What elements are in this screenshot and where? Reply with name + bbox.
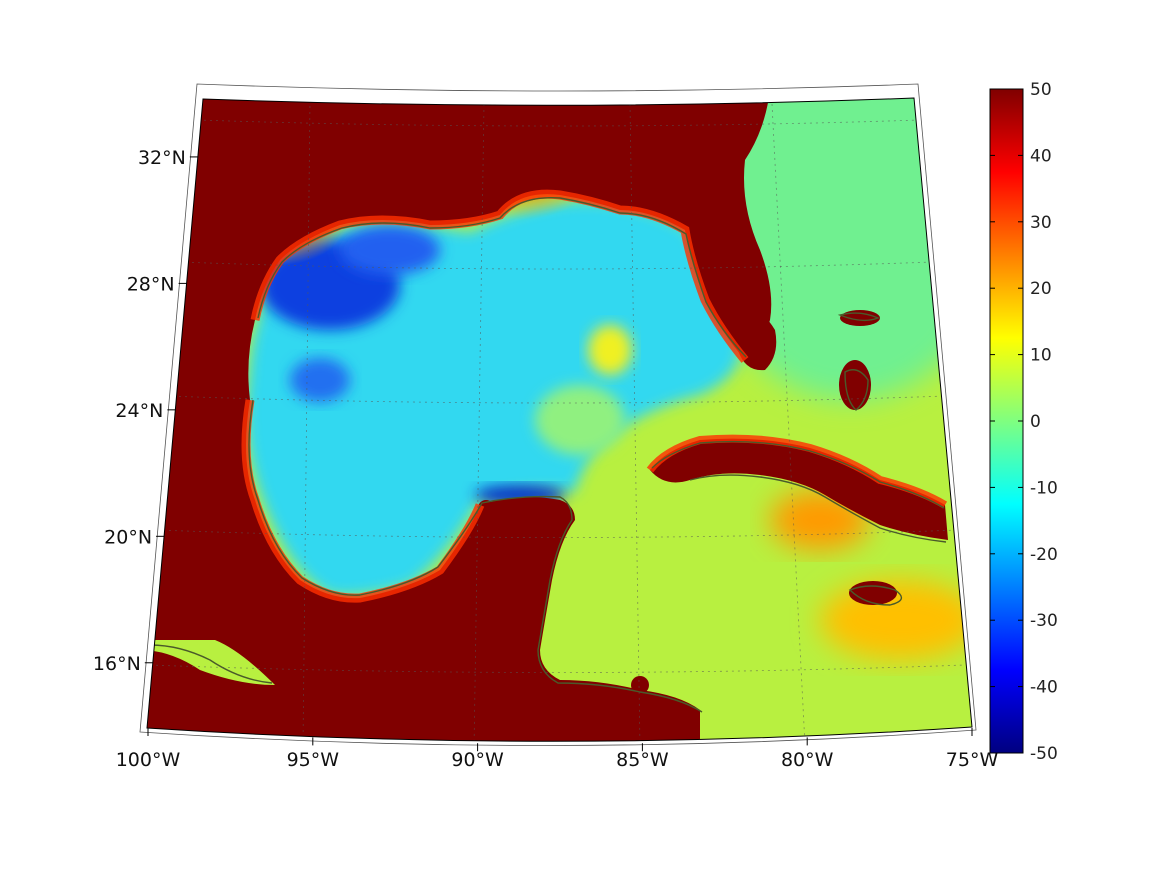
coast-rim-mexico bbox=[241, 399, 485, 603]
map-panel bbox=[147, 98, 972, 742]
colorbar-tick-label: -30 bbox=[1030, 611, 1058, 631]
gulf-green-patch bbox=[535, 385, 625, 455]
gulf-light-patch bbox=[588, 325, 632, 375]
colorbar-tick-label: 40 bbox=[1030, 146, 1052, 166]
lon-tick-label: 75°W bbox=[946, 749, 999, 771]
lon-tick-label: 95°W bbox=[287, 749, 340, 771]
colorbar-tick-label: 30 bbox=[1030, 213, 1052, 233]
colorbar-ticks: 50 40 30 20 10 0 -10 -20 -30 -40 -50 bbox=[990, 80, 1058, 764]
colorbar-tick-label: -40 bbox=[1030, 678, 1058, 698]
land-cuba bbox=[650, 438, 948, 540]
land-bahamas bbox=[839, 360, 871, 410]
colorbar-tick-label: 0 bbox=[1030, 412, 1041, 432]
lat-tick-label: 28°N bbox=[127, 273, 175, 295]
land-jamaica bbox=[849, 581, 897, 605]
coastlines bbox=[149, 196, 947, 713]
lat-tick-label: 32°N bbox=[138, 147, 186, 169]
gulf-blue-patch-3 bbox=[290, 358, 350, 402]
lon-tick-label: 80°W bbox=[781, 749, 834, 771]
colorbar-tick-label: 50 bbox=[1030, 80, 1052, 100]
colorbar-tick-label: -20 bbox=[1030, 545, 1058, 565]
colorbar-tick-label: 10 bbox=[1030, 346, 1052, 366]
colorbar bbox=[989, 88, 1024, 754]
lon-tick-label: 85°W bbox=[616, 749, 669, 771]
land-north-america bbox=[147, 98, 772, 400]
land-bahamas-north bbox=[840, 310, 880, 326]
land-yucatan-bump-2 bbox=[540, 500, 556, 516]
map-frame-outer bbox=[139, 83, 977, 746]
colorbar-tick-label: -50 bbox=[1030, 744, 1058, 764]
coast-rim bbox=[250, 189, 749, 363]
graticule bbox=[149, 99, 966, 742]
lon-tick-label: 100°W bbox=[116, 749, 181, 771]
gulf-blue-patch-2 bbox=[340, 225, 440, 275]
coast-rim-cuba bbox=[646, 434, 948, 509]
colorbar-tick-label: -10 bbox=[1030, 478, 1058, 498]
longitude-tick-labels: 100°W 95°W 90°W 85°W 80°W 75°W bbox=[116, 728, 999, 771]
lat-tick-label: 16°N bbox=[93, 653, 141, 675]
lat-tick-label: 20°N bbox=[104, 526, 152, 548]
colorbar-tick-label: 20 bbox=[1030, 279, 1052, 299]
lat-tick-label: 24°N bbox=[115, 400, 163, 422]
land-mexico bbox=[147, 400, 700, 742]
map-frame bbox=[146, 97, 973, 742]
lon-tick-label: 90°W bbox=[451, 749, 504, 771]
caribbean-warm-patch bbox=[820, 580, 972, 660]
latitude-tick-labels: 32°N 28°N 24°N 20°N 16°N bbox=[93, 147, 198, 675]
land-honduras-bump bbox=[631, 676, 649, 694]
